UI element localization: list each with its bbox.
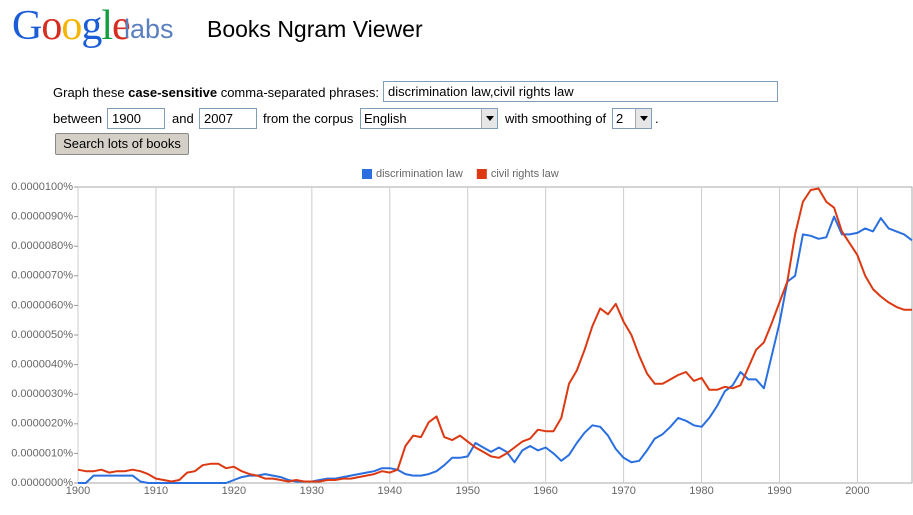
phrases-input[interactable]: discrimination law,civil rights law: [383, 81, 778, 102]
corpus-label: from the corpus: [263, 111, 354, 126]
y-tick-label: 0.0000000%: [11, 477, 73, 489]
between-label: between: [53, 111, 103, 126]
corpus-select[interactable]: English: [360, 108, 498, 129]
smoothing-value: 2: [616, 111, 624, 126]
dropdown-arrow: [481, 109, 497, 128]
y-tick-label: 0.0000040%: [11, 359, 73, 371]
x-tick-label: 1940: [378, 485, 402, 497]
page-title: Books Ngram Viewer: [207, 16, 423, 42]
series-line: [78, 215, 913, 484]
x-tick-label: 1960: [533, 485, 557, 497]
y-tick-label: 0.0000020%: [11, 418, 73, 430]
corpus-value: English: [364, 111, 407, 126]
logo-letter: e: [112, 3, 131, 49]
labs-label: labs: [124, 14, 174, 44]
and-label: and: [172, 111, 194, 126]
y-tick-label: 0.0000070%: [11, 270, 73, 282]
y-tick-label: 0.0000100%: [11, 181, 73, 193]
search-button[interactable]: Search lots of books: [55, 133, 189, 155]
smoothing-select[interactable]: 2: [612, 108, 652, 129]
label-text: Graph these: [53, 85, 125, 100]
x-tick-label: 1900: [66, 485, 90, 497]
x-tick-label: 1910: [144, 485, 168, 497]
x-tick-label: 1920: [222, 485, 246, 497]
smoothing-label: with smoothing of: [505, 111, 607, 126]
start-year-input[interactable]: 1900: [107, 108, 165, 129]
y-tick-label: 0.0000030%: [11, 388, 73, 400]
legend-label: discrimination law: [376, 168, 463, 180]
dropdown-arrow: [635, 109, 651, 128]
logo-letter: o: [41, 3, 62, 49]
y-tick-label: 0.0000060%: [11, 299, 73, 311]
y-tick-label: 0.0000010%: [11, 447, 73, 459]
chart: 1900 1910 1920 1930 1940 1950 1960 1970 1980 1990…: [11, 168, 913, 497]
end-punct: .: [655, 111, 659, 126]
x-tick-label: 1990: [767, 485, 791, 497]
y-tick-label: 0.0000090%: [11, 211, 73, 223]
x-tick-label: 2000: [845, 485, 869, 497]
label-text: comma-separated phrases:: [220, 85, 379, 100]
google-logo[interactable]: Google: [12, 2, 131, 50]
y-tick-label: 0.0000050%: [11, 329, 73, 341]
logo-letter: o: [61, 3, 82, 49]
y-tick-label: 0.0000080%: [11, 240, 73, 252]
x-tick-label: 1950: [455, 485, 479, 497]
series-line: [77, 187, 912, 483]
x-tick-label: 1930: [300, 485, 324, 497]
x-tick-label: 1970: [611, 485, 635, 497]
legend-label: civil rights law: [491, 168, 559, 180]
logo-letter: l: [101, 3, 113, 49]
plot-area: [77, 186, 913, 484]
legend-swatch: [476, 169, 487, 179]
logo-letter: g: [81, 3, 102, 49]
end-year-input[interactable]: 2007: [199, 108, 257, 129]
x-tick-label: 1980: [689, 485, 713, 497]
legend-swatch: [362, 169, 372, 179]
label-bold: case-sensitive: [128, 85, 218, 100]
logo-letter: G: [12, 3, 42, 49]
phrase-label: Graph these case-sensitive comma-separat…: [53, 85, 379, 100]
